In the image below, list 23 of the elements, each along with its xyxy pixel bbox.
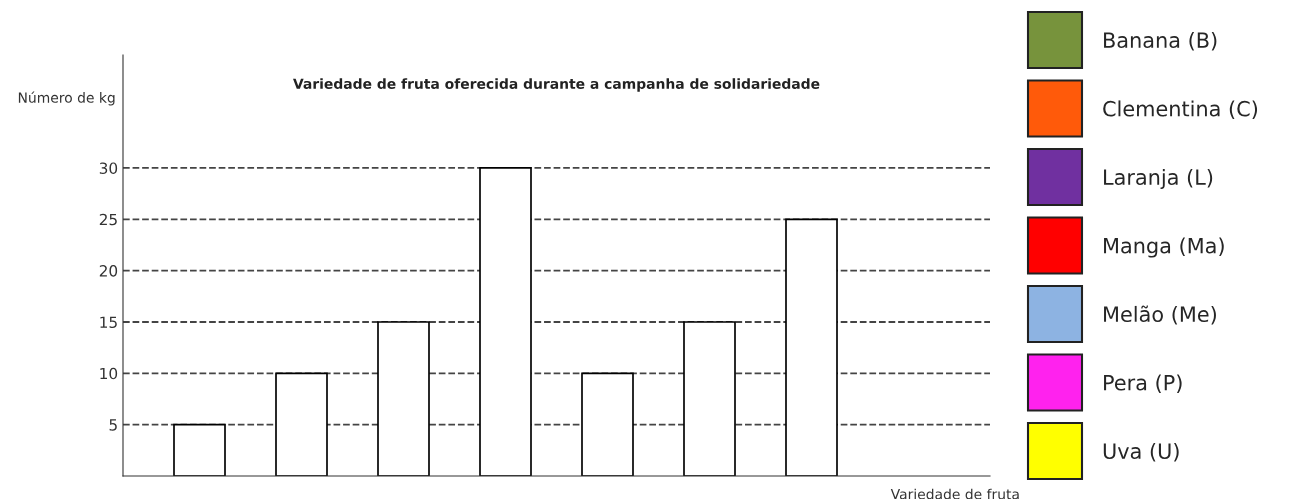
category-label: Uva (U) [1103, 442, 1179, 462]
y-tick-label: 30 [99, 162, 118, 174]
y-tick-label: 25 [99, 213, 117, 226]
y-tick-label: 20 [99, 265, 118, 277]
bar [173, 423, 226, 476]
category-label: Laranja (L) [1104, 168, 1213, 190]
category-label: Banana (B) [1104, 31, 1217, 51]
bar [275, 372, 328, 476]
y-tick-label: 5 [109, 419, 117, 431]
category-label: Clementina (C) [1103, 100, 1258, 119]
bar [581, 372, 634, 476]
category-label: Melão (Me) [1104, 305, 1216, 325]
bar [377, 321, 430, 476]
bar [479, 167, 532, 476]
x-axis-title: Variedade de fruta [890, 488, 1019, 499]
y-tick-label: 10 [100, 367, 118, 380]
bar [683, 321, 736, 476]
y-axis-title: Número de kg [18, 91, 115, 106]
text: Variedade de fruta oferecida durante a campanha de solidariedade [293, 78, 820, 92]
y-tick-label: 15 [100, 316, 117, 328]
category-label: Pera (P) [1104, 374, 1182, 393]
category-label: Manga (Ma) [1104, 237, 1224, 258]
bar [785, 218, 838, 476]
